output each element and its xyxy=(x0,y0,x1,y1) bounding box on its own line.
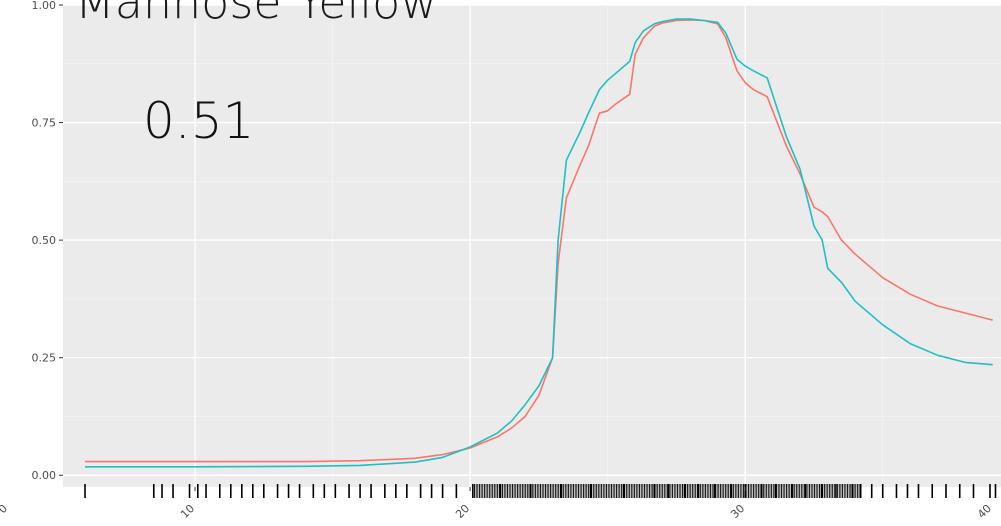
x-tick-label: 30 xyxy=(728,502,747,521)
chart-annotation: 0.51 xyxy=(143,92,254,150)
y-tick-label: 1.00 xyxy=(32,0,57,12)
grid-major xyxy=(63,4,1001,487)
y-tick-label: 0.75 xyxy=(32,117,57,130)
x-tick-label: 10 xyxy=(178,502,197,521)
y-tick-label: 0.25 xyxy=(32,352,57,365)
x-tick-label: 40 xyxy=(975,502,994,521)
series-line-2 xyxy=(85,18,993,468)
y-axis: 0.00 0.25 0.50 0.75 1.00 xyxy=(32,0,63,482)
y-tick-label: 0.50 xyxy=(32,234,57,247)
y-tick-label: 0.00 xyxy=(32,469,57,482)
series-line-1 xyxy=(85,19,993,463)
grid-minor xyxy=(63,5,1001,487)
x-tick-label: 20 xyxy=(453,502,472,521)
plot-panel xyxy=(63,5,1001,487)
rug-marks xyxy=(84,484,997,498)
series-lines xyxy=(85,18,993,468)
x-tick-label: 0 xyxy=(0,502,10,516)
chart-title: Mannose Yellow xyxy=(75,0,438,29)
x-axis: 0 10 20 30 40 xyxy=(0,487,994,521)
